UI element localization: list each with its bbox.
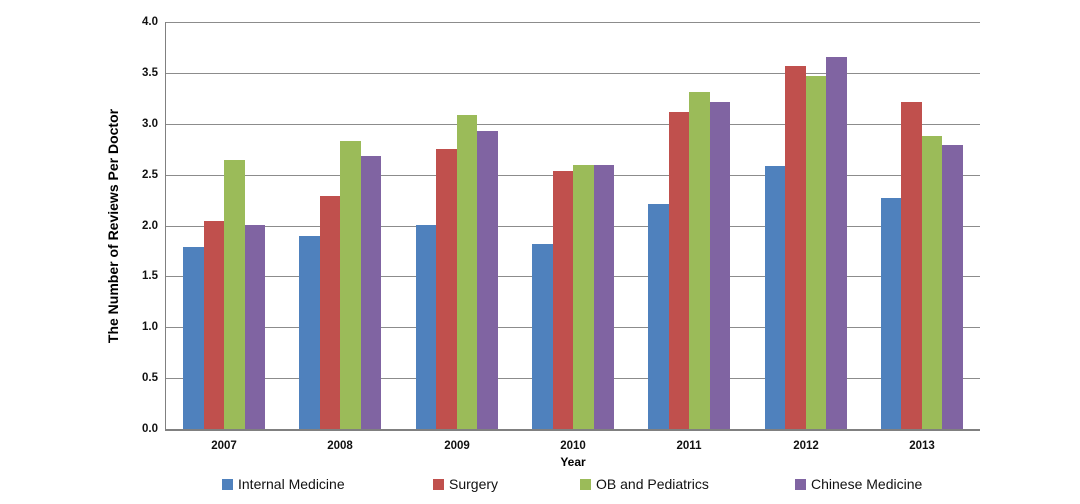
y-tick-label: 3.0: [142, 118, 158, 130]
bar-2008-surgery: [319, 196, 341, 429]
bar-2011-internal-medicine: [648, 204, 669, 429]
x-tick-label: 2008: [327, 440, 353, 452]
gridline: [166, 73, 980, 74]
bar-2010-internal-medicine: [532, 244, 553, 429]
gridline: [166, 22, 980, 23]
plot-area: [165, 22, 980, 431]
bar-2009-internal-medicine: [415, 225, 437, 429]
legend-item-internal-medicine: Internal Medicine: [222, 476, 345, 492]
bar-2013-chinese-medicine: [942, 145, 963, 429]
bar-2007-surgery: [203, 221, 225, 429]
legend-label: Surgery: [449, 476, 499, 492]
bar-2011-ob-and-pediatrics: [689, 92, 710, 429]
y-tick-label: 4.0: [142, 16, 158, 28]
bar-2011-chinese-medicine: [709, 102, 731, 429]
x-tick-label: 2009: [444, 440, 470, 452]
y-tick-label: 0.5: [142, 372, 158, 384]
y-tick-label: 0.0: [142, 423, 158, 435]
y-tick-label: 1.5: [142, 270, 158, 282]
legend-label: Internal Medicine: [238, 476, 345, 492]
x-axis-title: Year: [560, 455, 586, 469]
bar-2010-chinese-medicine: [593, 165, 614, 429]
legend-label: OB and Pediatrics: [596, 476, 709, 492]
bar-2009-ob-and-pediatrics: [456, 115, 478, 429]
bar-2012-internal-medicine: [764, 166, 786, 429]
y-tick-label: 1.0: [142, 321, 158, 333]
bar-2009-surgery: [436, 149, 457, 429]
legend-item-ob-and-pediatrics: OB and Pediatrics: [580, 476, 709, 492]
bar-2013-internal-medicine: [880, 198, 902, 429]
legend-swatch-icon: [580, 478, 591, 490]
bar-2012-surgery: [785, 66, 806, 429]
bar-2007-ob-and-pediatrics: [224, 160, 245, 429]
legend-item-chinese-medicine: Chinese Medicine: [795, 476, 922, 492]
bar-2008-chinese-medicine: [360, 156, 382, 429]
legend-swatch-icon: [433, 478, 444, 490]
bar-2012-ob-and-pediatrics: [805, 76, 827, 429]
x-tick-label: 2010: [560, 440, 586, 452]
bar-2008-ob-and-pediatrics: [340, 141, 361, 429]
y-tick-label: 2.5: [142, 169, 158, 181]
bar-2013-ob-and-pediatrics: [921, 136, 943, 429]
bar-2009-chinese-medicine: [477, 131, 498, 429]
bar-2012-chinese-medicine: [826, 57, 847, 429]
legend-label: Chinese Medicine: [811, 476, 923, 492]
x-tick-label: 2011: [676, 440, 702, 452]
bar-2007-chinese-medicine: [244, 225, 266, 429]
bar-2010-surgery: [552, 171, 573, 429]
x-tick-label: 2007: [211, 440, 237, 452]
legend-swatch-icon: [222, 478, 233, 490]
legend-swatch-icon: [795, 478, 806, 490]
gridline: [166, 124, 980, 125]
legend-item-surgery: Surgery: [433, 476, 498, 492]
y-tick-label: 2.0: [142, 220, 158, 232]
bar-2007-internal-medicine: [183, 247, 204, 429]
x-tick-label: 2012: [793, 440, 819, 452]
x-tick-label: 2013: [909, 440, 935, 452]
y-tick-label: 3.5: [142, 67, 158, 79]
bar-2011-surgery: [668, 112, 690, 429]
bar-2008-internal-medicine: [299, 236, 320, 429]
bar-2013-surgery: [901, 102, 922, 429]
bar-2010-ob-and-pediatrics: [573, 165, 594, 429]
